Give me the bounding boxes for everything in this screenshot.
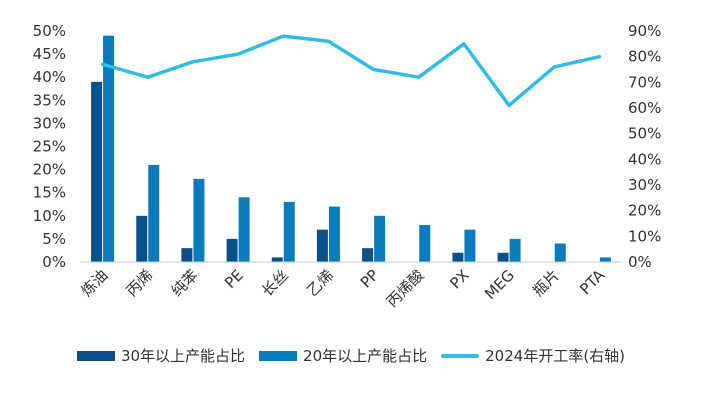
bar-20yr	[599, 257, 611, 262]
line-series	[100, 34, 602, 108]
legend-item-30yr: 30年以上产能占比	[76, 345, 246, 366]
category-label: 纯苯	[168, 266, 202, 300]
bar-20yr	[103, 35, 115, 263]
right-tick-label: 40%	[628, 150, 661, 168]
left-tick-label: 35%	[33, 91, 66, 109]
bar-20yr	[464, 229, 476, 262]
right-axis: 0% 10% 20% 30% 40% 50% 60% 70% 80% 90%	[628, 22, 661, 271]
legend-swatch-utilization	[441, 353, 480, 358]
legend-label-utilization: 2024年开工率(右轴)	[485, 347, 626, 365]
left-tick-label: 0%	[42, 253, 66, 271]
bar-30yr	[362, 248, 374, 262]
bars	[91, 35, 611, 263]
right-tick-label: 70%	[628, 73, 661, 91]
bar-20yr	[509, 238, 521, 262]
category-label: 长丝	[258, 266, 292, 300]
category-label: PP	[357, 266, 383, 292]
left-tick-label: 30%	[33, 114, 66, 132]
left-tick-label: 5%	[42, 230, 66, 248]
bar-20yr	[419, 225, 431, 262]
bar-30yr	[136, 215, 148, 262]
right-tick-label: 50%	[628, 125, 661, 143]
bar-30yr	[497, 252, 509, 262]
left-tick-label: 40%	[33, 68, 66, 86]
left-tick-label: 15%	[33, 184, 66, 202]
bar-20yr	[193, 178, 205, 262]
category-label: 丙烯	[123, 266, 157, 300]
right-tick-label: 10%	[628, 227, 661, 245]
right-tick-label: 30%	[628, 176, 661, 194]
legend-swatch-30yr	[76, 350, 115, 361]
legend-item-20yr: 20年以上产能占比	[259, 345, 427, 366]
legend: 30年以上产能占比 20年以上产能占比 2024年开工率(右轴)	[0, 345, 702, 366]
left-axis: 0% 5% 10% 15% 20% 25% 30% 35% 40% 45% 50%	[33, 22, 66, 271]
bar-30yr	[181, 248, 193, 262]
utilization-line	[100, 34, 602, 108]
left-tick-label: 45%	[33, 45, 66, 63]
category-label: PX	[446, 266, 472, 292]
bar-30yr	[452, 252, 464, 262]
category-label: 瓶片	[529, 266, 563, 300]
legend-swatch-20yr	[259, 350, 298, 361]
bar-30yr	[316, 229, 328, 262]
bar-20yr	[328, 206, 340, 262]
category-label: PTA	[576, 266, 609, 299]
legend-item-utilization: 2024年开工率(右轴)	[441, 345, 625, 366]
bar-30yr	[226, 238, 238, 262]
right-tick-label: 90%	[628, 22, 661, 40]
category-label: PE	[221, 266, 247, 292]
bar-30yr	[91, 81, 103, 262]
right-tick-label: 80%	[628, 48, 661, 66]
bar-20yr	[238, 197, 250, 262]
right-tick-label: 60%	[628, 99, 661, 117]
right-tick-label: 20%	[628, 202, 661, 220]
bar-20yr	[554, 243, 566, 262]
bar-30yr	[271, 257, 283, 262]
category-label: 炼油	[77, 266, 111, 300]
legend-label-30yr: 30年以上产能占比	[120, 347, 246, 365]
bar-20yr	[374, 215, 386, 262]
chart: 0% 5% 10% 15% 20% 25% 30% 35% 40% 45% 50% 0% 10% 20%…	[33, 22, 662, 311]
left-tick-label: 50%	[33, 22, 66, 40]
category-label: 乙烯	[303, 266, 337, 300]
bar-20yr	[148, 164, 160, 262]
category-label: MEG	[481, 266, 518, 303]
right-tick-label: 0%	[628, 253, 652, 271]
left-tick-label: 20%	[33, 161, 66, 179]
legend-label-20yr: 20年以上产能占比	[303, 347, 428, 365]
left-tick-label: 10%	[33, 207, 66, 225]
left-tick-label: 25%	[33, 138, 66, 156]
category-labels: 炼油 丙烯 纯苯 PE 长丝 乙烯 PP 丙烯酸 PX MEG 瓶片 PTA	[77, 266, 608, 311]
category-label: 丙烯酸	[383, 266, 428, 311]
bar-20yr	[283, 201, 295, 262]
